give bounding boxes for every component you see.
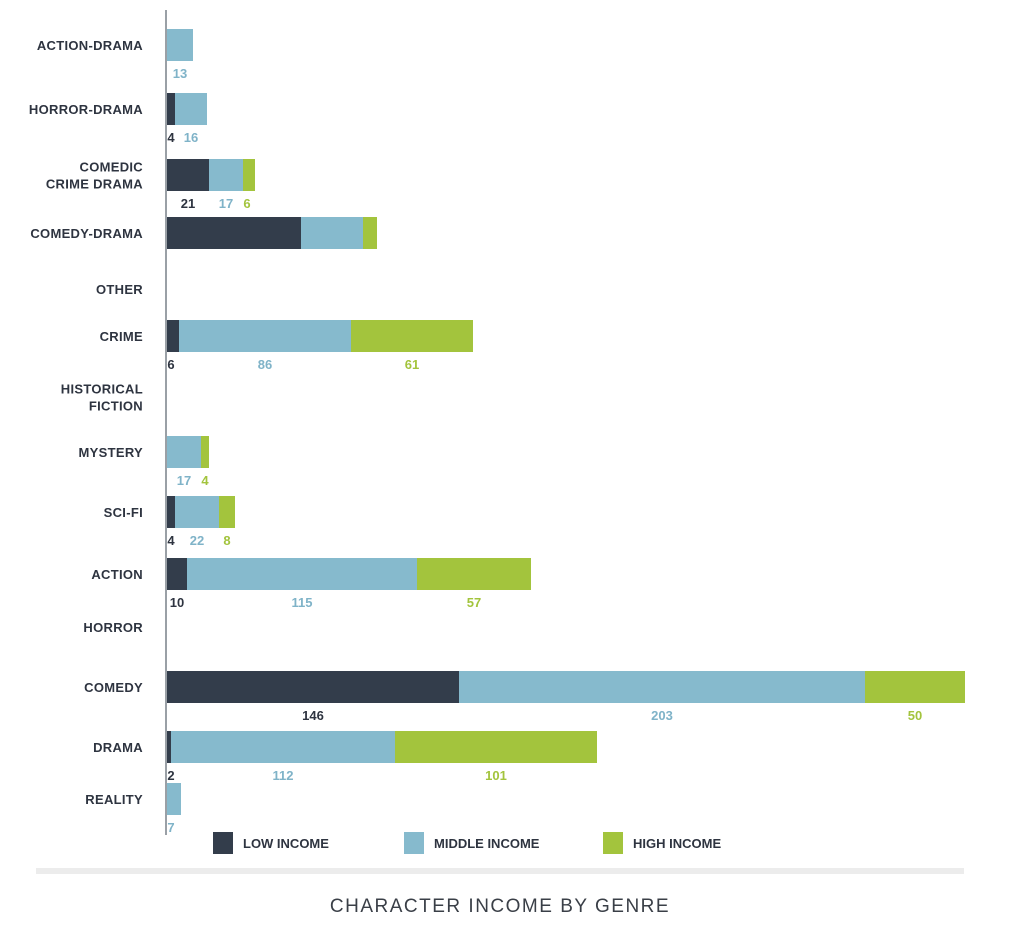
value-label-comedic-crime-drama-high-income: 6 <box>243 196 250 211</box>
category-label-comedy: COMEDY <box>84 680 143 695</box>
value-label-drama-high-income: 101 <box>485 768 507 783</box>
value-label-action-middle-income: 115 <box>292 595 313 610</box>
value-label-reality-middle-income: 7 <box>167 820 174 835</box>
category-label-crime: CRIME <box>100 329 143 344</box>
bar-mystery-middle-income <box>167 436 201 468</box>
bars <box>167 29 965 815</box>
bar-comedy-middle-income <box>459 671 865 703</box>
category-label-reality: REALITY <box>85 792 143 807</box>
bar-action-high-income <box>417 558 531 590</box>
chart-svg: ACTION-DRAMA HORROR-DRAMA COMEDIC CRIME DRA… <box>29 10 965 854</box>
value-label-crime-middle-income: 86 <box>258 357 272 372</box>
category-label-horror-drama: HORROR-DRAMA <box>29 102 143 117</box>
bar-crime-middle-income <box>179 320 351 352</box>
bar-action-drama-middle-income <box>167 29 193 61</box>
bar-reality-middle-income <box>167 783 181 815</box>
legend-swatch-middle-income <box>404 832 424 854</box>
category-label-historical-fiction: FICTION <box>89 399 143 414</box>
bar-comedy-drama-high-income <box>363 217 377 249</box>
bar-crime-low-income <box>167 320 179 352</box>
legend-label-middle-income: MIDDLE INCOME <box>434 836 540 851</box>
value-label-mystery-middle-income: 17 <box>177 473 191 488</box>
value-label-mystery-high-income: 4 <box>201 473 209 488</box>
value-label-horror-drama-middle-income: 16 <box>184 130 198 145</box>
bar-sci-fi-low-income <box>167 496 175 528</box>
category-label-mystery: MYSTERY <box>79 445 143 460</box>
value-label-action-drama-middle-income: 13 <box>173 66 187 81</box>
bar-drama-middle-income <box>171 731 395 763</box>
legend-swatch-low-income <box>213 832 233 854</box>
category-labels: ACTION-DRAMA HORROR-DRAMA COMEDIC CRIME DRA… <box>29 38 143 807</box>
legend-label-high-income: HIGH INCOME <box>633 836 721 851</box>
value-label-comedy-low-income: 146 <box>302 708 324 723</box>
category-label-comedy-drama: COMEDY-DRAMA <box>30 226 143 241</box>
bar-comedic-crime-drama-high-income <box>243 159 255 191</box>
bar-horror-drama-middle-income <box>175 93 207 125</box>
category-label-horror: HORROR <box>83 620 143 635</box>
bar-drama-high-income <box>395 731 597 763</box>
bar-action-middle-income <box>187 558 417 590</box>
legend-swatch-high-income <box>603 832 623 854</box>
bar-sci-fi-middle-income <box>175 496 219 528</box>
category-label-drama: DRAMA <box>93 740 143 755</box>
value-labels: 13 4 16 21 17 6 6 86 61 17 4 4 22 8 10 115 57 146 203 50 2 11… <box>167 66 922 835</box>
bar-comedic-crime-drama-low-income <box>167 159 209 191</box>
footer-divider <box>36 868 964 874</box>
value-label-crime-high-income: 61 <box>405 357 419 372</box>
legend-label-low-income: LOW INCOME <box>243 836 329 851</box>
category-label-comedic-crime-drama: COMEDIC <box>80 160 144 175</box>
value-label-comedic-crime-drama-middle-income: 17 <box>219 196 233 211</box>
bar-crime-high-income <box>351 320 473 352</box>
value-label-action-high-income: 57 <box>467 595 481 610</box>
category-label-historical-fiction: HISTORICAL <box>61 382 143 397</box>
bar-mystery-high-income <box>201 436 209 468</box>
value-label-crime-low-income: 6 <box>167 357 174 372</box>
bar-comedy-drama-middle-income <box>301 217 363 249</box>
bar-action-low-income <box>167 558 187 590</box>
category-label-comedic-crime-drama: CRIME DRAMA <box>46 177 143 192</box>
bar-comedic-crime-drama-middle-income <box>209 159 243 191</box>
value-label-horror-drama-low-income: 4 <box>167 130 175 145</box>
bar-comedy-low-income <box>167 671 459 703</box>
value-label-comedic-crime-drama-low-income: 21 <box>181 196 195 211</box>
value-label-sci-fi-low-income: 4 <box>167 533 175 548</box>
bar-horror-drama-low-income <box>167 93 175 125</box>
chart-title: CHARACTER INCOME BY GENRE <box>329 896 671 917</box>
value-label-sci-fi-high-income: 8 <box>223 533 230 548</box>
bar-sci-fi-high-income <box>219 496 235 528</box>
value-label-sci-fi-middle-income: 22 <box>190 533 204 548</box>
value-label-comedy-high-income: 50 <box>908 708 922 723</box>
bar-drama-low-income <box>167 731 171 763</box>
value-label-drama-middle-income: 112 <box>273 768 294 783</box>
value-label-drama-low-income: 2 <box>167 768 174 783</box>
bar-comedy-drama-low-income <box>167 217 301 249</box>
value-label-action-low-income: 10 <box>170 595 184 610</box>
category-label-action: ACTION <box>91 567 143 582</box>
bar-comedy-high-income <box>865 671 965 703</box>
legend: LOW INCOME MIDDLE INCOME HIGH INCOME <box>213 832 721 854</box>
category-label-action-drama: ACTION-DRAMA <box>37 38 143 53</box>
category-label-other: OTHER <box>96 282 143 297</box>
value-label-comedy-middle-income: 203 <box>651 708 673 723</box>
category-label-sci-fi: SCI-FI <box>104 505 143 520</box>
